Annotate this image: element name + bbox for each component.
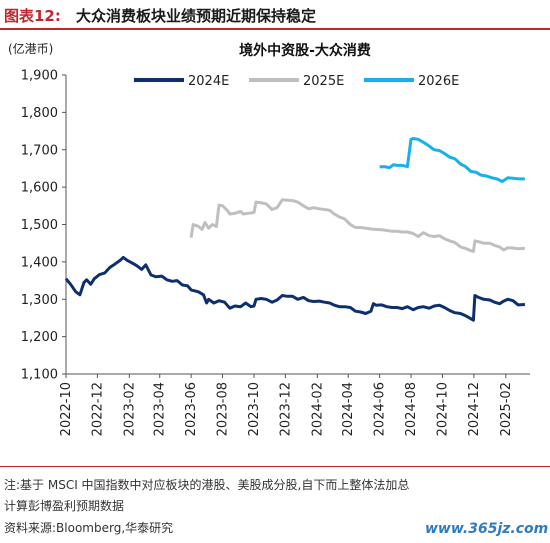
x-tick-label: 2023-06	[184, 382, 199, 436]
x-tick-label: 2022-12	[90, 382, 105, 436]
figure-title: 大众消费板块业绩预期近期保持稳定	[76, 7, 317, 25]
legend-label-2026E: 2026E	[418, 74, 459, 89]
x-tick-label: 2023-02	[122, 382, 137, 436]
figure-header: 图表12: 大众消费板块业绩预期近期保持稳定	[0, 0, 550, 28]
y-tick-label: 1,200	[21, 330, 58, 345]
y-tick-label: 1,700	[21, 143, 58, 158]
legend-label-2024E: 2024E	[188, 74, 229, 89]
note-line-1: 注:基于 MSCI 中国指数中对应板块的港股、美股成分股,自下而上整体法加总	[4, 478, 410, 492]
x-tick-label: 2024-06	[373, 382, 388, 436]
chart-title: 境外中资股-大众消费	[239, 42, 371, 59]
x-tick-label: 2024-08	[404, 382, 419, 436]
x-tick-label: 2023-04	[153, 382, 168, 436]
series-line-2026E	[379, 137, 525, 183]
x-tick-label: 2023-08	[216, 382, 231, 436]
x-tick-label: 2022-10	[59, 382, 74, 436]
y-tick-label: 1,800	[21, 106, 58, 121]
watermark: www.365jz.com	[425, 521, 549, 537]
y-axis-ticks: 1,100 1,200 1,300 1,400 1,500 1,600 1,700 1,800…	[21, 69, 66, 383]
y-tick-label: 1,900	[21, 69, 58, 84]
axes	[65, 75, 530, 375]
x-tick-label: 2025-02	[499, 382, 514, 436]
header-rule	[0, 28, 550, 30]
x-tick-label: 2023-12	[278, 382, 293, 436]
x-tick-label: 2024-04	[341, 382, 356, 436]
legend-label-2025E: 2025E	[303, 74, 344, 89]
x-tick-label: 2023-10	[247, 382, 262, 436]
y-tick-label: 1,300	[21, 293, 58, 308]
legend: 2024E 2025E 2026E	[134, 74, 459, 89]
x-tick-label: 2024-10	[435, 382, 450, 436]
figure-label: 图表12:	[4, 7, 61, 25]
x-tick-label: 2024-12	[467, 382, 482, 436]
series-line-2024E	[64, 255, 525, 322]
note-line-2: 计算彭博盈利预期数据	[4, 499, 125, 513]
y-tick-label: 1,500	[21, 218, 58, 233]
series-lines	[64, 137, 525, 322]
line-chart: (亿港币) 境外中资股-大众消费 2024E 2025E 2026E 1,1001,…	[8, 41, 530, 436]
x-tick-label: 2024-02	[310, 382, 325, 436]
source-line: 资料来源:Bloomberg,华泰研究	[4, 521, 174, 535]
x-axis-ticks: 2022-10 2022-12 2023-02 2023-04 2023-06 2023-…	[59, 374, 514, 436]
y-tick-label: 1,100	[21, 368, 58, 383]
y-tick-label: 1,600	[21, 181, 58, 196]
unit-label: (亿港币)	[8, 41, 53, 56]
footer-rule	[0, 466, 550, 467]
y-tick-label: 1,400	[21, 255, 58, 270]
series-line-2025E	[189, 198, 525, 253]
